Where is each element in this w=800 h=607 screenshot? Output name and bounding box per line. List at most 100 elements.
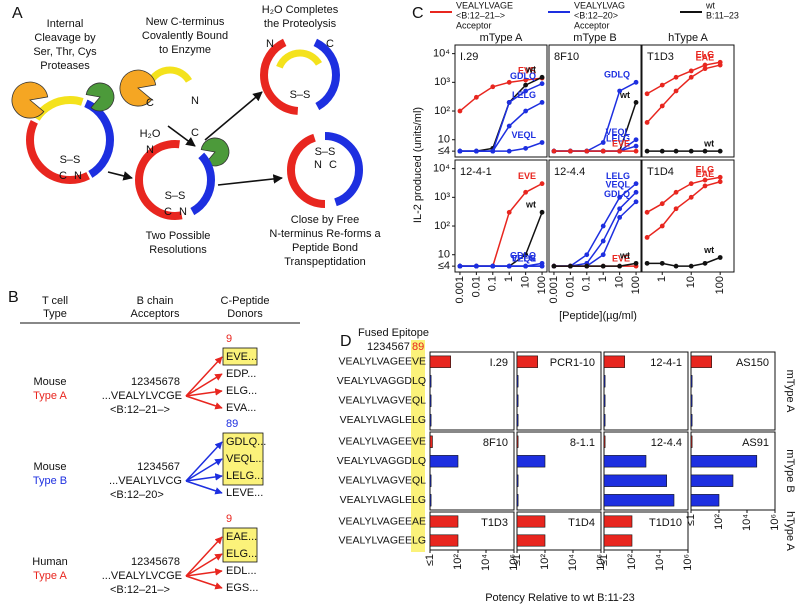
arrow [185, 356, 223, 397]
y-tick-label: 10⁴ [433, 163, 450, 175]
chart-title: T1D3 [481, 517, 508, 529]
point [702, 62, 708, 68]
species: Mouse [33, 461, 66, 473]
column-header: Type [43, 308, 67, 320]
point [633, 189, 639, 195]
point [633, 260, 639, 266]
legend-label: Acceptor [574, 20, 610, 30]
series-label: VEQL [512, 254, 537, 264]
x-tick-label: 10² [452, 554, 464, 570]
point [551, 263, 557, 269]
bar [429, 474, 432, 487]
x-tick-label: 10⁴ [741, 514, 753, 531]
bar [516, 515, 546, 528]
x-tick-label: 10² [539, 554, 551, 570]
bar [690, 494, 720, 507]
x-tick-label: 10⁶ [595, 554, 607, 571]
positions: 12345678 [131, 556, 180, 568]
legend-label: Acceptor [456, 20, 492, 30]
ring [260, 35, 340, 115]
series-label: wt [703, 139, 714, 149]
y-tick-label: 10² [434, 220, 450, 232]
point [688, 181, 694, 187]
chart-title: I.29 [490, 357, 508, 369]
arrow [185, 458, 223, 482]
legend-label: <B:12–20> [574, 10, 618, 20]
legend-label: B:11–23 [706, 10, 739, 20]
arrow [107, 91, 283, 186]
terminus: C [329, 159, 337, 171]
category-label: VEALYLVAGVEQL [338, 395, 426, 407]
series-label: wt [525, 200, 536, 210]
point [688, 263, 694, 269]
bar [690, 435, 693, 448]
donor: ELG... [226, 548, 257, 560]
panel-label: C [412, 5, 424, 22]
point [702, 66, 708, 72]
bar [516, 375, 519, 388]
bar-chart: I.29 VEALYLVAGEEVE VEALYLVAGGDLQ VEALYLVAGV… [337, 351, 515, 431]
point [644, 120, 650, 125]
donor: EDP... [226, 368, 256, 380]
terminus: C [146, 97, 154, 109]
donor-position: 9 [226, 333, 232, 345]
bar [516, 455, 546, 468]
x-axis-label: [Peptide](µg/ml) [559, 310, 637, 322]
point [523, 263, 529, 269]
bar [603, 534, 633, 547]
series-label: VEQL [606, 180, 631, 190]
point [717, 62, 723, 68]
step-text: Covalently Bound [142, 30, 228, 42]
plot-frame [603, 351, 689, 431]
range: <B:12–21–> [110, 404, 170, 416]
disulfide: S–S [315, 146, 336, 158]
point [584, 263, 590, 269]
bar [603, 494, 675, 507]
donor: EGS... [226, 582, 258, 594]
point [506, 79, 512, 85]
point [523, 252, 529, 258]
point [506, 263, 512, 269]
x-tick-label: ≤1 [598, 554, 610, 566]
point [659, 82, 665, 88]
chart-title: 12-4-1 [650, 357, 682, 369]
point [688, 68, 694, 74]
point [633, 199, 639, 205]
point [644, 235, 650, 240]
category-label: VEALYLVAGVEQL [338, 475, 426, 487]
point [659, 201, 665, 207]
plot-frame [603, 431, 689, 511]
point [717, 179, 723, 185]
terminus: C [59, 170, 67, 182]
donor: LEVE... [226, 487, 263, 499]
column-header: T cell [42, 295, 68, 307]
series-label: LELG [606, 171, 630, 181]
point [673, 263, 679, 269]
step-text: the Proteolysis [264, 18, 337, 30]
positions: 1234567 [137, 461, 180, 473]
bar-chart: AS91 ≤1 10² 10⁴ 10⁶ [685, 431, 781, 531]
point [523, 77, 529, 83]
point [584, 252, 590, 258]
positions: 12345678 [131, 376, 180, 388]
bar-chart: 8-1.1 [516, 431, 602, 511]
bar [516, 435, 519, 448]
donor: EVA... [226, 402, 256, 414]
acceptor: ...VEALYLVCGE [102, 570, 182, 582]
series-label: wt [525, 65, 536, 75]
legend-label: wt [705, 0, 715, 10]
point [600, 148, 606, 154]
donor: LELG... [226, 470, 263, 482]
series-line [646, 176, 721, 213]
bar [603, 474, 667, 487]
chart-title: 12-4.4 [554, 166, 585, 178]
point [644, 91, 650, 97]
point [551, 148, 557, 154]
range: <B:12–21–> [110, 584, 170, 596]
point [490, 263, 496, 269]
bar [429, 494, 432, 507]
ring [135, 140, 215, 220]
